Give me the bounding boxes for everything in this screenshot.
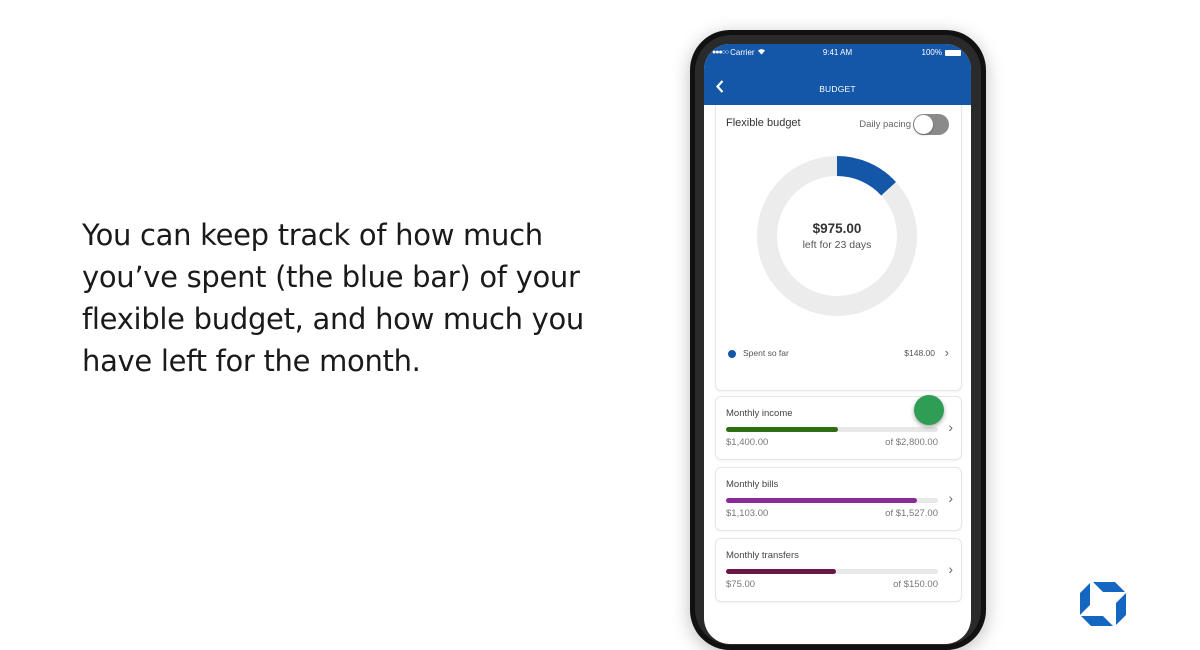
daily-pacing-toggle[interactable] [913,114,949,135]
chevron-right-icon: › [948,490,953,506]
nav-bar: BUDGET [704,80,971,98]
carrier-label: Carrier [730,48,755,57]
phone-screen: ●●●○○ Carrier 9:41 AM 100% BUDGET [704,44,971,644]
flexible-budget-title: Flexible budget [726,117,801,129]
chevron-right-icon: › [944,345,949,360]
current-amount: $1,103.00 [726,508,769,519]
wifi-icon [757,48,766,57]
legend-dot-icon [728,350,736,358]
card-title: Monthly income [726,408,793,419]
current-amount: $1,400.00 [726,437,769,448]
back-button[interactable] [716,80,724,98]
caption-line: have left for the month. [82,344,421,378]
toggle-knob [914,115,933,134]
chase-logo-icon [1080,582,1126,626]
app-header: ●●●○○ Carrier 9:41 AM 100% BUDGET [704,44,971,105]
caption-line: flexible budget, and how much you [82,302,584,336]
page-title: BUDGET [819,84,856,94]
progress-fill [726,427,839,432]
spent-value: $148.00 [904,348,935,358]
spent-label: Spent so far [743,348,789,358]
card-title: Monthly transfers [726,550,799,561]
total-amount: of $2,800.00 [885,437,938,448]
current-amount: $75.00 [726,579,756,590]
total-amount: of $1,527.00 [885,508,938,519]
progress-fill [726,498,917,503]
caption-text: You can keep track of how much you’ve sp… [82,214,642,382]
total-amount: of $150.00 [893,579,938,590]
status-time: 9:41 AM [822,48,853,57]
donut-spent-segment [757,156,917,316]
touch-indicator [914,395,944,425]
phone-frame: ●●●○○ Carrier 9:41 AM 100% BUDGET [690,30,986,650]
status-bar: ●●●○○ Carrier 9:41 AM 100% [704,48,971,62]
card-title: Monthly bills [726,479,779,490]
caption-line: You can keep track of how much [82,218,543,252]
monthly-transfers-card[interactable]: Monthly transfers › $75.00 of $150.00 [715,538,962,602]
progress-fill [726,569,837,574]
battery-percent: 100% [921,48,942,57]
chevron-right-icon: › [948,419,953,435]
progress-track [726,569,938,574]
signal-icon: ●●●○○ [712,49,729,56]
amount-left: $975.00 [812,221,862,236]
flexible-budget-card: Flexible budget Daily pacing $975.00 lef… [715,105,962,391]
progress-track [726,498,938,503]
battery-icon [945,49,961,56]
days-left-label: left for 23 days [802,239,872,251]
progress-track [726,427,938,432]
caption-line: you’ve spent (the blue bar) of your [82,260,580,294]
budget-donut-chart [757,156,917,316]
daily-pacing-label: Daily pacing [859,119,911,130]
chevron-right-icon: › [948,561,953,577]
monthly-bills-card[interactable]: Monthly bills › $1,103.00 of $1,527.00 [715,467,962,531]
donut-center-label: $975.00 left for 23 days [756,155,918,317]
chevron-left-icon [716,80,724,93]
spent-so-far-row[interactable]: Spent so far $148.00 › [726,345,951,361]
